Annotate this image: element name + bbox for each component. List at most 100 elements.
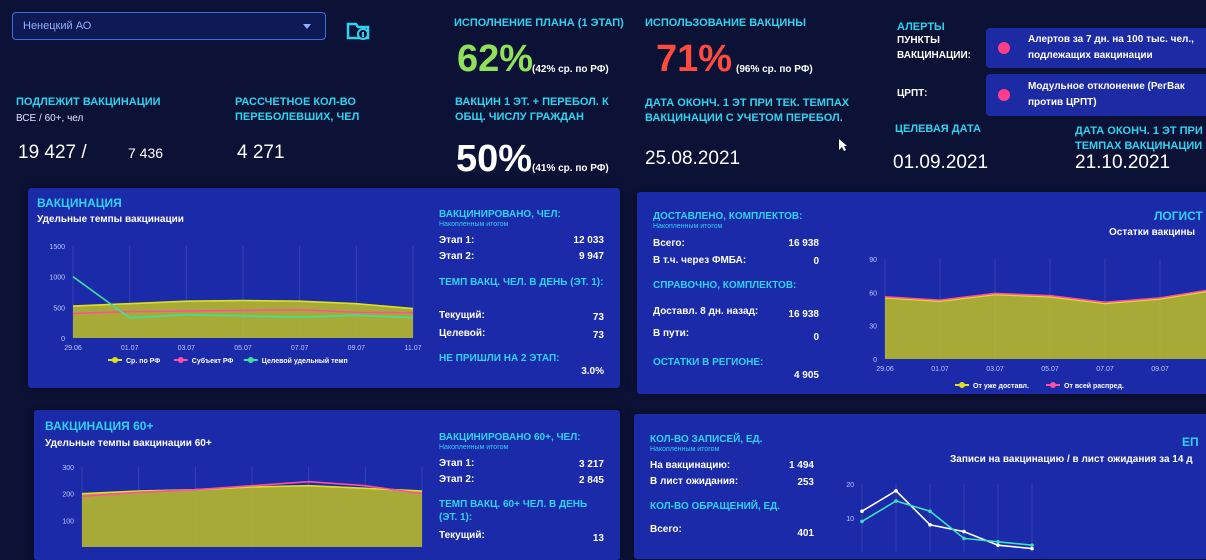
panel-subtitle: Удельные темпы вакцинации 60+ xyxy=(45,438,212,449)
data-point xyxy=(996,540,1000,544)
panel-subtitle: Записи на вакцинацию / в лист ожидания з… xyxy=(950,454,1193,465)
legend-marker xyxy=(112,357,118,363)
stage1-label: Этап 1: xyxy=(439,458,475,469)
vacc-records-value: 1 494 xyxy=(788,460,814,471)
series-line xyxy=(72,299,414,310)
y-tick-label: 500 xyxy=(53,305,65,312)
series-area xyxy=(885,291,1206,359)
x-tick-label: 09.07 xyxy=(1151,366,1169,373)
fmba-value: 0 xyxy=(813,256,819,267)
vaccine-value: 71% xyxy=(656,38,733,80)
data-point xyxy=(1030,546,1034,551)
x-tick-label: 07.07 xyxy=(1096,366,1114,373)
stock-label: ОСТАТКИ В РЕГИОНЕ: xyxy=(653,357,764,368)
share-value: 50% xyxy=(456,138,533,180)
stage2-label: Этап 2: xyxy=(439,251,475,262)
current-value: 13 xyxy=(592,533,604,544)
panel-subtitle: Удельные темпы вакцинации xyxy=(37,214,184,225)
rate-label: ТЕМП ВАКЦ. ЧЕЛ. В ДЕНЬ (ЭТ. 1): xyxy=(439,277,604,288)
requests-total-label: Всего: xyxy=(650,524,682,535)
region-select-value: Ненецкий АО xyxy=(23,20,92,32)
cursor-icon xyxy=(838,138,848,157)
region-select[interactable]: Ненецкий АО xyxy=(12,12,326,40)
current-label: Текущий: xyxy=(439,530,485,541)
stage2-value: 9 947 xyxy=(578,251,604,262)
series-area xyxy=(73,300,413,338)
crpt-alert-text: Модульное отклонение (РегВак против ЦРПТ… xyxy=(1028,81,1185,108)
vaccination-chart: 1500 1000 500 0 29.06 01.07 03.07 05.07 07.07 09.… xyxy=(49,244,421,365)
end-label: ДАТА ОКОНЧ. 1 ЭТ ПРИ ТЕМПАХ ВАКЦИНАЦИИ xyxy=(1075,125,1203,152)
alert-dot-icon xyxy=(998,89,1010,101)
legend-label: Субъект РФ xyxy=(192,357,234,365)
plan-note: (42% ср. по РФ) xyxy=(532,64,609,75)
data-point xyxy=(962,536,966,541)
legend-label: Целевой удельный темп xyxy=(262,357,348,365)
y-tick-label: 100 xyxy=(62,518,74,525)
wait-label: В лист ожидания: xyxy=(650,476,739,487)
fmba-label: В т.ч. через ФМБА: xyxy=(653,255,747,266)
requests-label: КОЛ-ВО ОБРАЩЕНИЙ, ЕД. xyxy=(650,501,781,512)
delivered8-label: Доставл. 8 дн. назад: xyxy=(653,306,759,317)
stage2-label: Этап 2: xyxy=(439,474,475,485)
target-label: ЦЕЛЕВАЯ ДАТА xyxy=(895,123,981,135)
legend-marker xyxy=(1050,382,1056,388)
data-point xyxy=(860,519,864,524)
x-tick-label: 03.07 xyxy=(178,345,196,352)
y-tick-label: 0 xyxy=(873,357,877,364)
legend-label: От всей распред. xyxy=(1064,382,1124,390)
data-point xyxy=(928,509,932,513)
target-rate-value: 73 xyxy=(592,330,604,341)
y-tick-label: 1000 xyxy=(49,275,65,282)
data-point xyxy=(996,543,1000,547)
legend-label: Ср. по РФ xyxy=(126,358,160,365)
series-line xyxy=(81,480,423,498)
panel-title: ЕП xyxy=(1182,435,1199,449)
y-tick-label: 30 xyxy=(869,324,877,331)
x-tick-label: 09.07 xyxy=(348,345,366,352)
delivered8-value: 16 938 xyxy=(788,309,819,320)
transit-label: В пути: xyxy=(653,328,690,339)
delivered-label: ДОСТАВЛЕНО, КОМПЛЕКТОВ: xyxy=(653,211,803,222)
requests-total-value: 401 xyxy=(797,528,814,539)
series-line xyxy=(884,290,1206,305)
vaccination60-panel: ВАКЦИНАЦИЯ 60+ Удельные темпы вакцинации… xyxy=(34,410,620,560)
logistics-panel: ЛОГИСТ Остатки вакцины ДОСТАВЛЕНО, КОМПЛ… xyxy=(637,192,1206,394)
data-point xyxy=(928,523,932,527)
recovered-label: РАССЧЕТНОЕ КОЛ-ВО ПЕРЕБОЛЕВШИХ, ЧЕЛ xyxy=(235,96,360,123)
legend-label: От уже доставл. xyxy=(973,383,1029,390)
points-alert-card[interactable]: Алертов за 7 дн. на 100 тыс. чел., подле… xyxy=(986,28,1206,68)
subject-sub: ВСЕ / 60+, чел xyxy=(16,113,84,124)
y-tick-label: 1500 xyxy=(49,244,65,251)
data-point xyxy=(1030,543,1034,547)
points-alert-text: Алертов за 7 дн. на 100 тыс. чел., подле… xyxy=(1028,34,1194,61)
alerts-title: АЛЕРТЫ xyxy=(897,21,945,33)
legend-marker xyxy=(177,357,184,363)
wait-value: 253 xyxy=(797,477,814,488)
current-value: 73 xyxy=(592,312,604,323)
vaccine-label: ИСПОЛЬЗОВАНИЕ ВАКЦИНЫ xyxy=(645,17,806,29)
x-tick-label: 01.07 xyxy=(931,366,949,373)
crpt-alert-card[interactable]: Модульное отклонение (РегВак против ЦРПТ… xyxy=(986,74,1206,116)
legend-marker xyxy=(247,357,254,363)
series-line xyxy=(884,289,1206,304)
folder-icon[interactable] xyxy=(346,20,372,47)
end-date-label: ДАТА ОКОНЧ. 1 ЭТ ПРИ ТЕК. ТЕМПАХ ВАКЦИНА… xyxy=(645,97,850,124)
not-came-value: 3.0% xyxy=(581,366,604,377)
panel-subtitle: Остатки вакцины xyxy=(1109,227,1196,238)
stage1-label: Этап 1: xyxy=(439,235,475,246)
series-line xyxy=(72,276,414,319)
y-tick-label: 200 xyxy=(62,492,74,499)
chevron-down-icon xyxy=(303,24,311,29)
share-label: ВАКЦИН 1 ЭТ. + ПЕРЕБОЛ. К ОБЩ. ЧИСЛУ ГРА… xyxy=(455,96,609,123)
cumulative-note: Накопленным итогом xyxy=(439,444,509,451)
vaccine-note: (96% ср. по РФ) xyxy=(736,64,813,75)
data-point xyxy=(894,499,898,503)
total-label: Всего: xyxy=(653,238,685,249)
x-tick-label: 03.07 xyxy=(986,366,1004,373)
y-tick-label: 0 xyxy=(61,336,65,343)
panel-title: ВАКЦИНАЦИЯ 60+ xyxy=(45,419,154,433)
rate60-label: ТЕМП ВАКЦ. 60+ ЧЕЛ. В ДЕНЬ (ЭТ. 1): xyxy=(439,499,588,523)
stock-value: 4 905 xyxy=(793,370,819,381)
x-tick-label: 05.07 xyxy=(1041,366,1059,373)
